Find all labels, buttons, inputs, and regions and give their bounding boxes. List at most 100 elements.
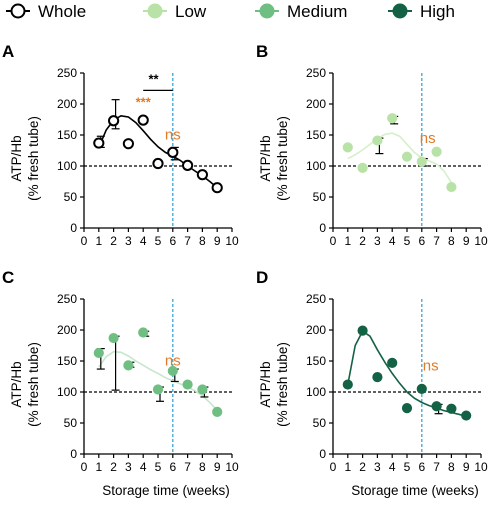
y-tick-label: 0	[319, 221, 326, 235]
x-tick-label: 4	[140, 460, 147, 474]
data-point	[357, 325, 368, 336]
data-point	[152, 384, 164, 395]
y-axis-label-line2: (% fresh tube)	[275, 116, 290, 201]
x-tick-label: 10	[225, 460, 239, 474]
x-axis-label: Storage time (weeks)	[102, 483, 230, 498]
x-tick-label: 7	[433, 460, 440, 474]
data-point	[372, 372, 383, 383]
data-point	[182, 379, 193, 390]
x-tick-label: 8	[448, 460, 455, 474]
x-tick-label: 1	[344, 234, 351, 248]
legend: Whole Low Medium High	[6, 2, 455, 21]
ns-label: ns	[420, 130, 436, 147]
x-tick-label: 2	[359, 460, 366, 474]
x-tick-label: 0	[81, 234, 88, 248]
error-bar	[111, 335, 120, 391]
x-tick-label: 10	[474, 460, 488, 474]
y-tick-label: 0	[70, 447, 77, 461]
legend-marker	[392, 3, 408, 19]
x-tick-label: 0	[81, 460, 88, 474]
x-tick-label: 0	[330, 460, 337, 474]
x-tick-label: 9	[463, 234, 470, 248]
x-tick-label: 6	[169, 460, 176, 474]
data-point	[431, 146, 442, 157]
x-tick-label: 10	[474, 234, 488, 248]
y-axis-label-line1: ATP/Hb	[258, 135, 273, 181]
x-tick-label: 5	[155, 460, 162, 474]
legend-label: Low	[175, 2, 207, 21]
data-point	[357, 162, 368, 173]
y-axis-label-line1: ATP/Hb	[258, 361, 273, 407]
x-tick-label: 6	[418, 460, 425, 474]
y-tick-label: 150	[57, 128, 77, 142]
data-point	[401, 403, 413, 414]
ns-label: ns	[165, 352, 181, 369]
data-point	[196, 169, 208, 181]
legend-label: Medium	[287, 2, 347, 21]
data-point	[342, 379, 353, 390]
y-tick-label: 200	[57, 97, 77, 111]
data-point	[182, 159, 194, 171]
x-tick-label: 3	[374, 460, 381, 474]
x-tick-label: 1	[95, 234, 102, 248]
x-tick-label: 7	[433, 234, 440, 248]
y-tick-label: 100	[306, 159, 326, 173]
y-tick-label: 50	[313, 190, 327, 204]
data-point	[446, 181, 457, 193]
panel-letter: A	[2, 42, 14, 61]
y-tick-label: 150	[306, 128, 326, 142]
legend-entry-high: High	[388, 2, 455, 21]
panel-letter: C	[2, 268, 14, 287]
data-point	[211, 182, 223, 194]
panel-letter: D	[256, 268, 268, 287]
y-tick-label: 150	[306, 354, 326, 368]
data-point	[123, 360, 134, 371]
data-point	[461, 410, 472, 421]
x-tick-label: 4	[140, 234, 147, 248]
data-point	[387, 113, 398, 124]
legend-entry-medium: Medium	[255, 2, 347, 21]
y-axis-label-line2: (% fresh tube)	[26, 116, 41, 201]
data-point	[152, 157, 164, 170]
data-point	[416, 383, 427, 394]
legend-entry-low: Low	[143, 2, 207, 21]
x-tick-label: 9	[463, 460, 470, 474]
significance-label: ***	[136, 94, 152, 109]
data-point	[167, 146, 179, 158]
data-point	[401, 151, 413, 162]
legend-marker	[147, 3, 163, 19]
x-tick-label: 9	[214, 234, 221, 248]
data-point	[138, 327, 149, 338]
data-point	[372, 135, 383, 146]
data-point	[197, 384, 208, 395]
data-point	[108, 115, 120, 127]
y-tick-label: 200	[57, 323, 77, 337]
y-tick-label: 50	[64, 416, 78, 430]
y-tick-label: 50	[64, 190, 78, 204]
fit-curve	[347, 132, 453, 184]
data-point	[93, 347, 104, 359]
legend-label: Whole	[38, 2, 86, 21]
x-tick-label: 4	[389, 234, 396, 248]
y-tick-label: 100	[57, 159, 77, 173]
legend-marker	[259, 3, 275, 19]
y-tick-label: 150	[57, 354, 77, 368]
data-point	[137, 114, 149, 126]
y-tick-label: 250	[57, 66, 77, 80]
data-point	[416, 156, 427, 167]
x-tick-label: 2	[359, 234, 366, 248]
y-tick-label: 100	[306, 385, 326, 399]
y-axis-label-line1: ATP/Hb	[9, 135, 24, 181]
x-tick-label: 3	[374, 234, 381, 248]
y-tick-label: 100	[57, 385, 77, 399]
x-tick-label: 8	[199, 460, 206, 474]
y-axis-label-line2: (% fresh tube)	[26, 342, 41, 427]
legend-label: High	[420, 2, 455, 21]
data-point	[446, 403, 457, 414]
data-point	[167, 365, 178, 377]
x-tick-label: 2	[110, 234, 117, 248]
